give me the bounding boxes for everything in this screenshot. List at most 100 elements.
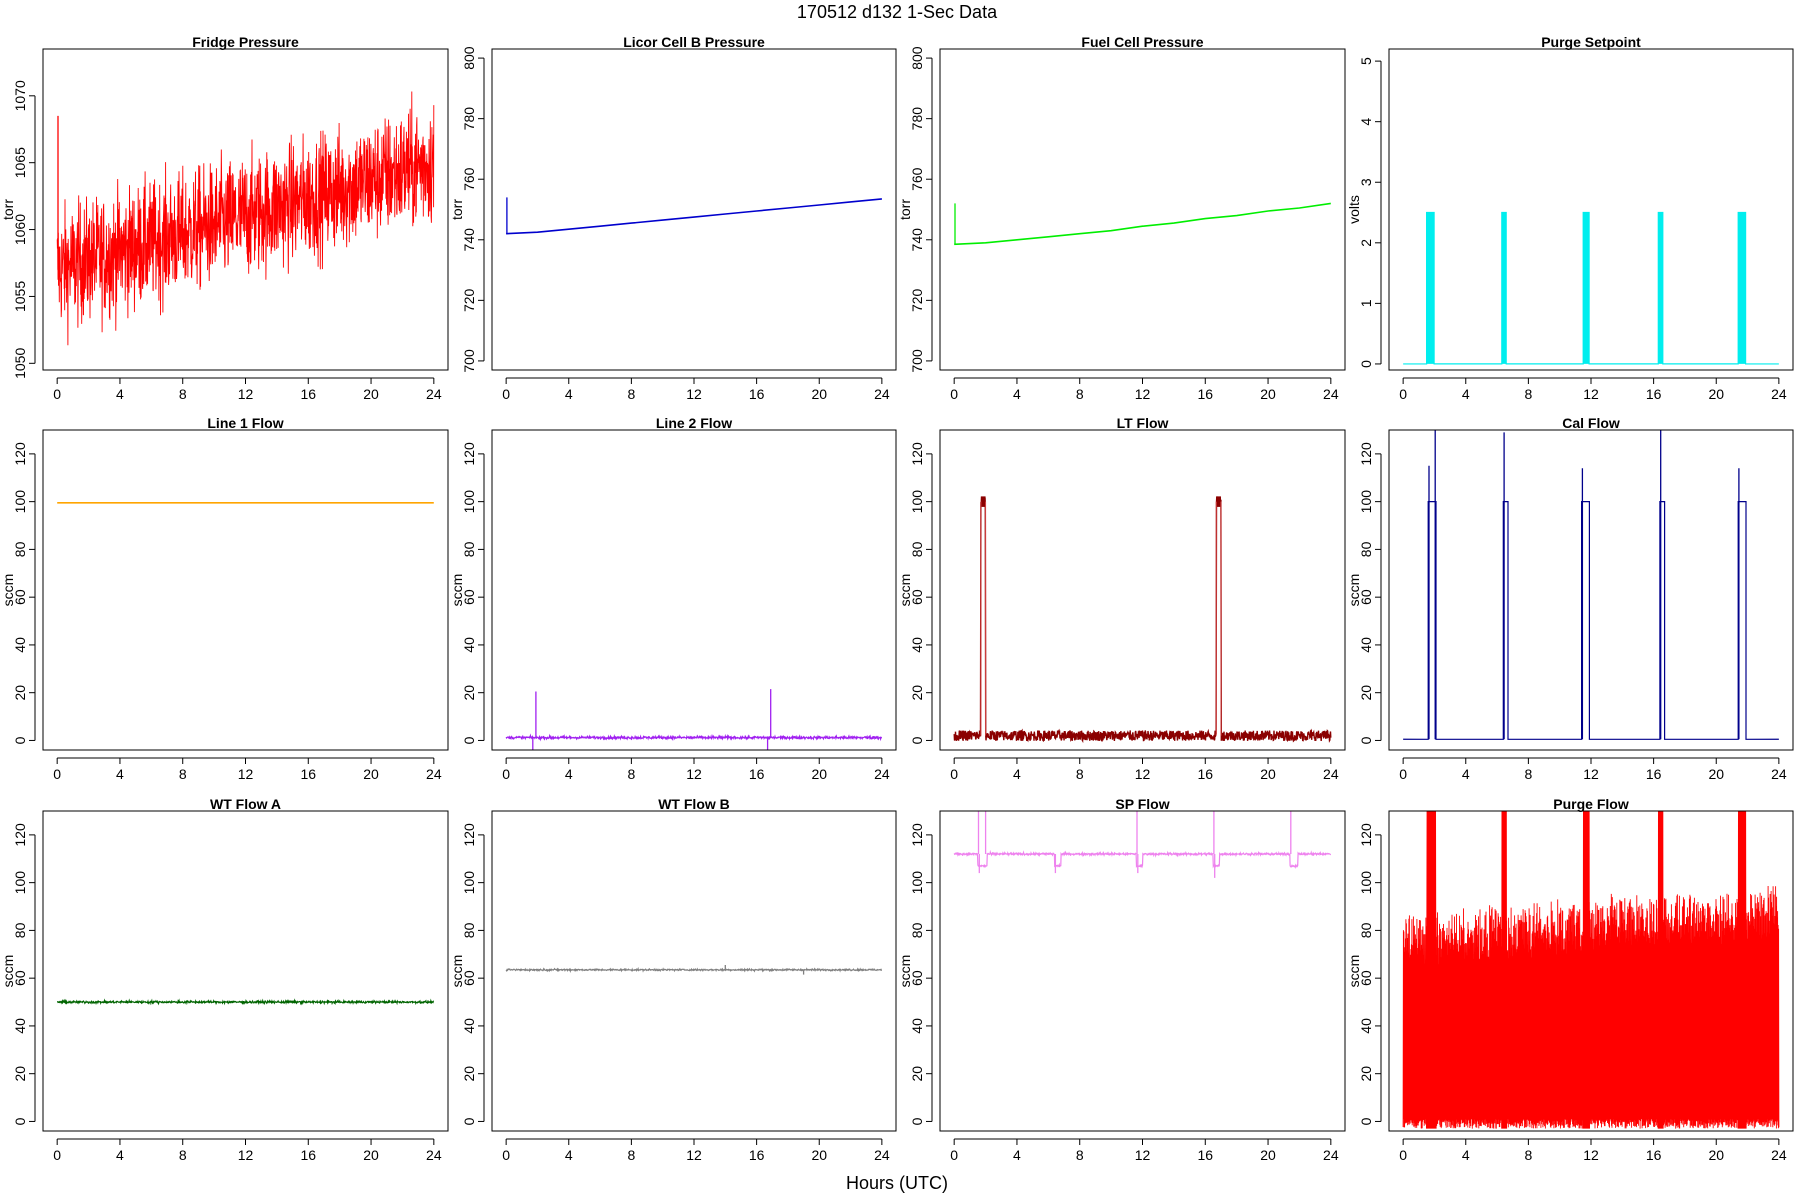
x-tick-label: 8 (627, 386, 635, 402)
y-tick-label: 800 (461, 46, 477, 70)
panel-title: SP Flow (1115, 796, 1169, 812)
series-wt-flow-a (57, 998, 434, 1006)
series-line (953, 849, 1332, 869)
y-tick-label: 120 (12, 823, 28, 847)
x-tick-label: 24 (874, 386, 890, 402)
x-tick-label: 0 (53, 386, 61, 402)
panel-title: Purge Flow (1553, 796, 1629, 812)
panel-cal-flow: Cal Flow 0 4 8 12 16 20 24 0 20 40 60 80 100 120 sccm (1346, 415, 1794, 782)
y-tick-label: 80 (12, 541, 28, 557)
pulse-edge (980, 501, 987, 736)
x-tick-label: 20 (811, 1147, 827, 1163)
y-tick-label: 5 (1358, 57, 1374, 65)
x-tick-label: 12 (1583, 386, 1599, 402)
x-tick-label: 16 (749, 766, 765, 782)
y-tick-label: 20 (909, 1066, 925, 1082)
y-tick-label: 80 (461, 541, 477, 557)
x-tick-label: 12 (238, 1147, 254, 1163)
x-tick-label: 4 (565, 386, 573, 402)
y-tick-label: 60 (12, 589, 28, 605)
y-tick-label: 0 (12, 1117, 28, 1125)
x-tick-label: 4 (1462, 766, 1470, 782)
series-line (57, 998, 434, 1006)
main-title: 170512 d132 1-Sec Data (797, 2, 998, 22)
x-tick-label: 16 (1646, 1147, 1662, 1163)
y-axis-label: sccm (897, 574, 913, 607)
y-tick-label: 1070 (12, 80, 28, 111)
pulse-top (1216, 496, 1221, 507)
y-tick-label: 60 (461, 970, 477, 986)
x-tick-label: 20 (1708, 386, 1724, 402)
x-tick-label: 4 (565, 766, 573, 782)
y-axis-label: torr (0, 199, 16, 220)
y-tick-label: 20 (12, 1066, 28, 1082)
y-tick-label: 80 (1358, 922, 1374, 938)
panel-title: Cal Flow (1562, 415, 1620, 431)
x-tick-label: 4 (1013, 386, 1021, 402)
x-tick-label: 8 (1524, 386, 1532, 402)
x-tick-label: 12 (1135, 766, 1151, 782)
panel-title: Purge Setpoint (1541, 34, 1641, 50)
y-tick-label: 740 (461, 228, 477, 252)
x-tick-label: 24 (426, 386, 442, 402)
x-tick-label: 8 (179, 1147, 187, 1163)
series-sp-flow (953, 811, 1332, 878)
plot-frame (491, 429, 897, 751)
panel-licor-cell-b-pressure: Licor Cell B Pressure 0 4 8 12 16 20 24 700 720 74… (449, 34, 897, 402)
burst (1737, 811, 1747, 1129)
y-tick-label: 80 (909, 922, 925, 938)
y-tick-label: 0 (461, 736, 477, 744)
panel-lt-flow: LT Flow 0 4 8 12 16 20 24 0 20 40 60 80 100 120 sccm (897, 415, 1346, 782)
x-tick-label: 12 (238, 766, 254, 782)
y-tick-label: 40 (461, 1018, 477, 1034)
y-tick-label: 80 (12, 922, 28, 938)
y-tick-label: 0 (461, 1117, 477, 1125)
x-tick-label: 24 (1771, 766, 1787, 782)
series-fuel-cell-pressure (954, 202, 1331, 246)
x-tick-label: 4 (1462, 1147, 1470, 1163)
series-line (953, 496, 1332, 744)
y-tick-label: 40 (909, 637, 925, 653)
y-tick-label: 20 (461, 1066, 477, 1082)
y-tick-label: 740 (909, 228, 925, 252)
x-tick-label: 4 (116, 766, 124, 782)
x-tick-label: 16 (1646, 386, 1662, 402)
panel-title: Licor Cell B Pressure (623, 34, 765, 50)
y-tick-label: 40 (1358, 637, 1374, 653)
x-tick-label: 0 (950, 766, 958, 782)
burst (1657, 811, 1664, 1129)
x-tick-label: 8 (1524, 766, 1532, 782)
plot-frame (939, 48, 1346, 371)
y-tick-label: 1065 (12, 147, 28, 178)
x-tick-label: 24 (874, 1147, 890, 1163)
series-wt-flow-b (505, 965, 883, 975)
y-tick-label: 0 (1358, 360, 1374, 368)
x-tick-label: 16 (749, 386, 765, 402)
x-tick-label: 0 (53, 766, 61, 782)
y-tick-label: 100 (12, 490, 28, 514)
pulse-top (980, 496, 986, 507)
y-tick-label: 80 (909, 541, 925, 557)
x-tick-label: 16 (749, 1147, 765, 1163)
y-tick-label: 4 (1358, 118, 1374, 126)
y-axis-label: sccm (1346, 955, 1362, 988)
y-tick-label: 40 (12, 637, 28, 653)
y-axis-label: sccm (0, 574, 16, 607)
panel-title: LT Flow (1117, 415, 1169, 431)
y-tick-label: 40 (1358, 1018, 1374, 1034)
x-tick-label: 0 (502, 1147, 510, 1163)
burst (1582, 811, 1590, 1129)
x-tick-label: 16 (1197, 1147, 1213, 1163)
y-axis-label: sccm (0, 955, 16, 988)
series-line (954, 202, 1331, 246)
x-tick-label: 16 (1646, 766, 1662, 782)
x-tick-label: 12 (686, 386, 702, 402)
plot-frame (491, 48, 897, 371)
y-tick-label: 40 (909, 1018, 925, 1034)
panel-wt-flow-a: WT Flow A 0 4 8 12 16 20 24 0 20 40 60 80 100 120 sccm (0, 796, 449, 1163)
panel-title: Fridge Pressure (192, 34, 299, 50)
x-axis-label: Hours (UTC) (846, 1173, 948, 1193)
y-tick-label: 1055 (12, 281, 28, 312)
x-tick-label: 12 (1135, 386, 1151, 402)
